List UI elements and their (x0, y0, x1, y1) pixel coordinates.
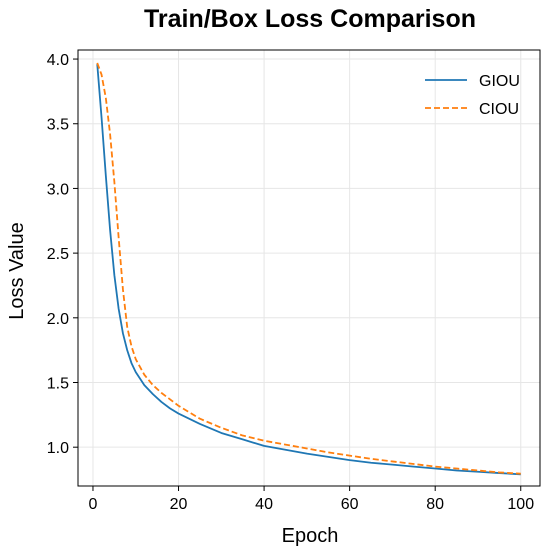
y-tick-label: 3.0 (47, 181, 69, 198)
plot-frame (77, 49, 541, 487)
x-tick-label: 80 (426, 496, 444, 513)
legend: GIOU CIOU (425, 73, 520, 118)
x-tick-label: 40 (255, 496, 273, 513)
x-tick-label: 0 (89, 496, 98, 513)
series-line-giou (96, 64, 521, 476)
y-tick-label: 4.0 (47, 52, 69, 69)
grid (78, 50, 540, 486)
y-tick-label: 2.0 (47, 311, 69, 328)
x-axis-label: Epoch (282, 525, 339, 547)
chart-title: Train/Box Loss Comparison (144, 5, 476, 33)
y-tick-label: 1.5 (47, 375, 69, 392)
x-axis-ticks: 0 20 40 60 80 100 (89, 486, 534, 513)
x-tick-label: 100 (507, 496, 534, 513)
series-line-ciou (96, 62, 521, 475)
y-tick-label: 2.5 (47, 246, 69, 263)
y-axis-ticks: 1.0 1.5 2.0 2.5 3.0 3.5 4.0 (47, 52, 78, 457)
x-tick-label: 60 (341, 496, 359, 513)
y-tick-label: 1.0 (47, 440, 69, 457)
y-tick-label: 3.5 (47, 117, 69, 134)
y-axis-label: Loss Value (6, 222, 28, 319)
series-lines (96, 62, 521, 476)
legend-label-giou: GIOU (479, 73, 520, 90)
x-tick-label: 20 (170, 496, 188, 513)
legend-label-ciou: CIOU (479, 101, 519, 118)
